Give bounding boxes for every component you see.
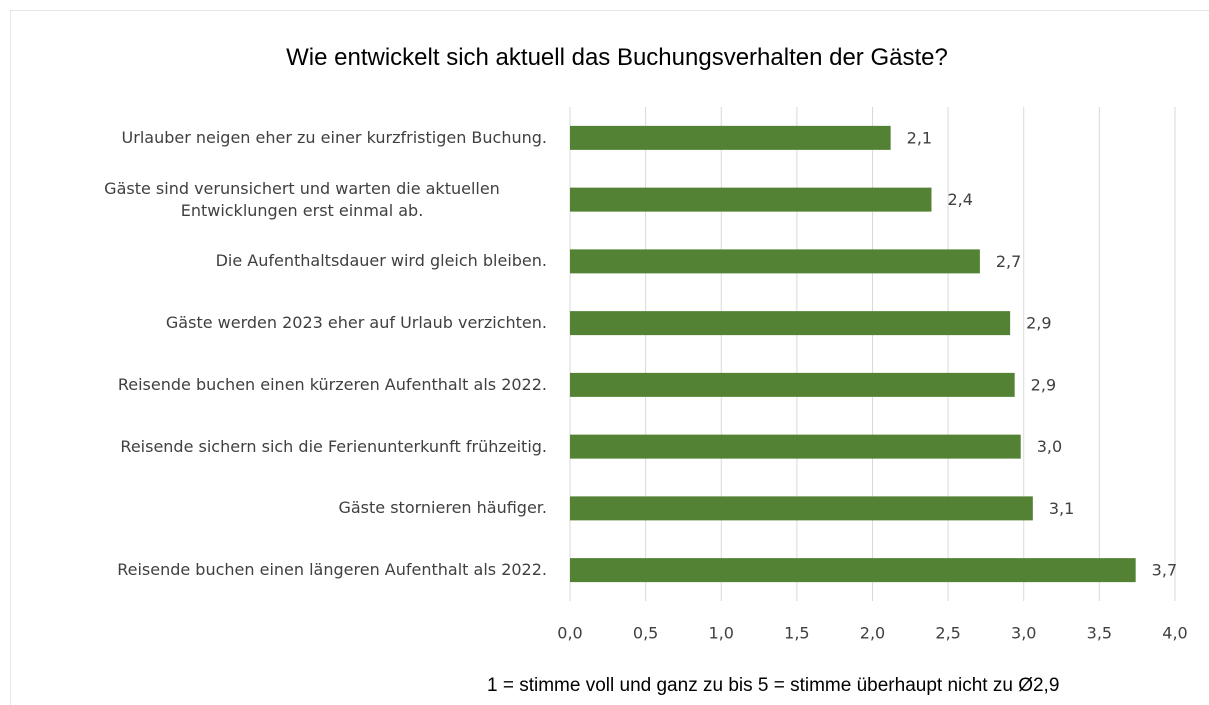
chart-frame [10,10,1209,705]
x-tick-label: 3,5 [1087,624,1112,643]
x-tick-label: 0,5 [633,624,658,643]
bar [570,372,1015,397]
data-label: 3,1 [1049,499,1074,518]
bar [570,496,1033,521]
data-label: 2,9 [1026,314,1051,333]
bar [570,187,932,212]
annotation: 1 = stimme voll und ganz zu bis 5 = stim… [487,675,1060,696]
data-label: 3,7 [1152,561,1177,580]
bar [570,558,1136,583]
chart-title: Wie entwickelt sich aktuell das Buchungs… [286,44,948,71]
data-label: 2,4 [947,190,972,209]
bar [570,125,891,150]
y-tick-label: Reisende buchen einen kürzeren Aufenthal… [117,374,547,394]
y-tick-label: Urlauber neigen eher zu einer kurzfristi… [121,127,547,147]
y-tick-label: Reisende sichern sich die Ferienunterkun… [120,436,547,456]
x-tick-label: 3,0 [1011,624,1036,643]
x-tick-label: 2,5 [935,624,960,643]
y-tick-label: Gäste stornieren häufiger. [338,498,547,518]
x-tick-label: 1,0 [709,624,734,643]
bar [570,434,1021,459]
data-label: 3,0 [1037,437,1062,456]
bar [570,311,1011,336]
x-tick-label: 1,5 [784,624,809,643]
data-label: 2,7 [996,252,1021,271]
x-tick-label: 4,0 [1162,624,1187,643]
data-label: 2,9 [1031,375,1056,394]
y-tick-label: Gäste sind verunsichert und warten die a… [104,178,500,220]
x-tick-label: 0,0 [557,624,582,643]
data-label: 2,1 [907,128,932,147]
y-tick-label: Reisende buchen einen längeren Aufenthal… [117,560,547,580]
bar [570,249,980,274]
x-tick-label: 2,0 [860,624,885,643]
y-tick-label: Die Aufenthaltsdauer wird gleich bleiben… [215,251,547,271]
y-tick-label: Gäste werden 2023 eher auf Urlaub verzic… [165,313,547,333]
